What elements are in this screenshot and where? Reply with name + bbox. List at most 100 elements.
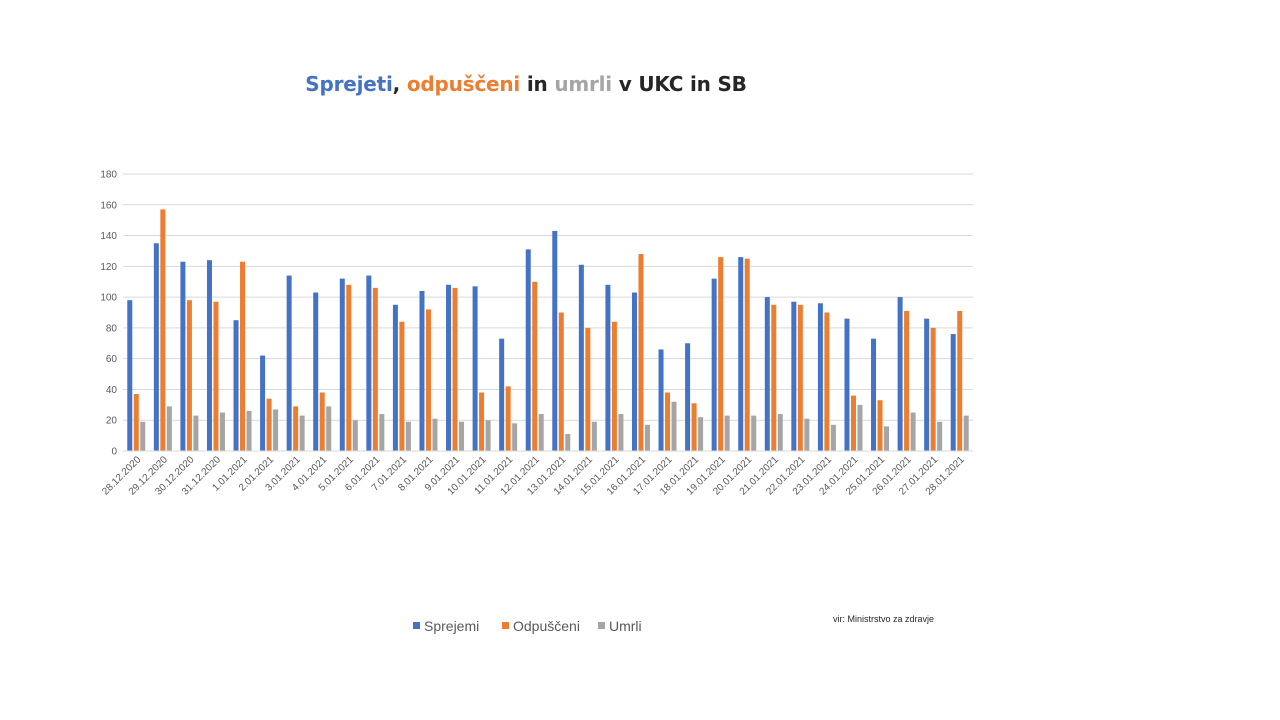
bar-odpuščeni [558, 312, 564, 451]
bar-umrli [512, 423, 518, 451]
bar-sprejemi [711, 278, 717, 451]
bar-sprejemi [127, 300, 133, 451]
bar-odpuščeni [399, 321, 405, 451]
title-part: in [520, 72, 555, 96]
bar-umrli [857, 404, 863, 451]
legend-swatch-umrli [598, 622, 605, 629]
y-tick-label: 80 [106, 323, 118, 334]
bar-odpuščeni [293, 406, 299, 451]
bar-sprejemi [844, 318, 850, 451]
title-part: v UKC in SB [611, 72, 747, 96]
bar-umrli [405, 421, 411, 451]
title-part: Sprejeti [305, 72, 393, 96]
bar-sprejemi [392, 304, 398, 451]
bar-umrli [591, 421, 597, 451]
title-part: , [392, 72, 407, 96]
bar-umrli [273, 409, 279, 451]
bar-umrli [193, 415, 199, 451]
bar-sprejemi [578, 264, 584, 451]
legend-swatch-sprejemi [413, 622, 420, 629]
bar-odpuščeni [824, 312, 830, 451]
bar-umrli [246, 410, 252, 451]
bar-sprejemi [658, 349, 664, 451]
bar-umrli [140, 421, 146, 451]
bar-odpuščeni [186, 300, 192, 451]
bar-sprejemi [499, 338, 505, 451]
bar-umrli [432, 418, 438, 451]
bar-umrli [910, 412, 916, 451]
legend-swatch-odpuščeni [502, 622, 509, 629]
y-tick-label: 60 [106, 354, 118, 365]
bar-umrli [644, 424, 650, 451]
bar-sprejemi [525, 249, 531, 451]
bar-sprejemi [897, 297, 903, 451]
bar-odpuščeni [479, 392, 485, 451]
bar-sprejemi [419, 290, 425, 451]
bar-sprejemi [817, 303, 823, 451]
legend-label-sprejemi: Sprejemi [424, 618, 479, 634]
bar-odpuščeni [797, 304, 803, 451]
bar-odpuščeni [957, 310, 963, 451]
bar-sprejemi [233, 320, 239, 451]
bar-sprejemi [764, 297, 770, 451]
bar-umrli [884, 426, 890, 451]
bar-sprejemi [685, 343, 691, 451]
bar-sprejemi [206, 260, 212, 451]
bar-odpuščeni [850, 395, 856, 451]
y-tick-label: 180 [100, 170, 117, 181]
title-part: odpuščeni [406, 72, 521, 96]
bar-sprejemi [446, 284, 452, 451]
bar-odpuščeni [771, 304, 777, 451]
y-tick-label: 120 [100, 262, 117, 273]
bar-sprejemi [924, 318, 930, 451]
bar-umrli [326, 406, 332, 451]
bar-umrli [485, 420, 491, 451]
bar-odpuščeni [319, 392, 325, 451]
bar-odpuščeni [665, 392, 671, 451]
bar-sprejemi [153, 243, 159, 451]
bar-umrli [751, 415, 757, 451]
bar-umrli [219, 412, 225, 451]
bar-odpuščeni [877, 400, 883, 451]
bar-sprejemi [339, 278, 345, 451]
bar-umrli [538, 414, 544, 451]
bar-odpuščeni [930, 327, 936, 451]
bar-odpuščeni [585, 327, 591, 451]
bar-odpuščeni [240, 261, 246, 451]
y-tick-label: 40 [106, 385, 118, 396]
bar-umrli [777, 414, 783, 451]
bar-sprejemi [791, 301, 797, 451]
bar-odpuščeni [346, 284, 352, 451]
bar-umrli [963, 415, 969, 451]
bar-odpuščeni [133, 394, 139, 451]
bar-odpuščeni [452, 287, 458, 451]
bar-sprejemi [366, 275, 372, 451]
bar-sprejemi [631, 292, 637, 451]
y-tick-label: 140 [100, 231, 117, 242]
bar-sprejemi [552, 230, 558, 451]
bar-umrli [830, 424, 836, 451]
x-axis-tick-labels: 28.12.202029.12.202030.12.202031.12.2020… [100, 454, 967, 497]
bar-odpuščeni [691, 403, 697, 451]
y-tick-label: 0 [111, 447, 117, 458]
bar-odpuščeni [904, 310, 910, 451]
bar-sprejemi [605, 284, 611, 451]
bar-umrli [379, 414, 385, 451]
bar-umrli [565, 434, 571, 451]
bar-umrli [724, 415, 730, 451]
bar-odpuščeni [505, 386, 511, 451]
title-part: umrli [554, 72, 612, 96]
chart-title: Sprejeti, odpuščeni in umrli v UKC in SB [0, 72, 1052, 96]
legend-label-umrli: Umrli [609, 618, 642, 634]
bar-umrli [618, 414, 624, 451]
bar-sprejemi [950, 334, 956, 451]
bar-sprejemi [260, 355, 266, 451]
bar-odpuščeni [266, 398, 272, 451]
bar-sprejemi [313, 292, 319, 451]
bar-sprejemi [472, 286, 478, 451]
bar-odpuščeni [638, 254, 644, 451]
y-tick-label: 160 [100, 200, 117, 211]
bar-umrli [804, 418, 810, 451]
bar-umrli [166, 406, 172, 451]
